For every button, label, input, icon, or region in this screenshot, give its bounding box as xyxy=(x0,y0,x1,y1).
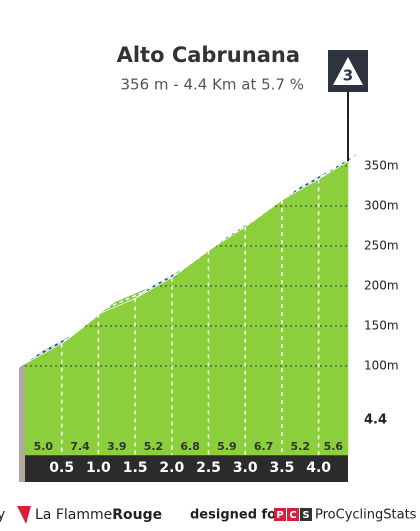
designed-for: designed for xyxy=(190,508,283,523)
gradient-label: 7.4 xyxy=(70,440,90,453)
gradient-label: 5.2 xyxy=(291,440,311,453)
segment-area xyxy=(98,298,136,456)
footer-by: y xyxy=(0,507,5,523)
gradient-label: 5.2 xyxy=(144,440,164,453)
logo-box xyxy=(300,508,312,521)
logo-box xyxy=(287,508,299,521)
logo-box xyxy=(274,508,286,521)
category-triangle xyxy=(333,57,363,85)
x-tick-label: 0.5 xyxy=(49,460,74,476)
x-tick-label: 2.5 xyxy=(196,460,221,476)
ground xyxy=(19,455,348,482)
gradient-label: 5.9 xyxy=(217,440,237,453)
x-tick-label: 3.5 xyxy=(270,460,295,476)
gradient-label: 5.0 xyxy=(34,440,54,453)
segment-area xyxy=(208,226,246,456)
band-stripe xyxy=(326,154,357,174)
chart-title: Alto Cabrunana xyxy=(117,43,300,67)
segment-area xyxy=(171,249,209,456)
segment-area xyxy=(244,199,283,456)
brand-b: Rouge xyxy=(112,507,162,523)
site-name: ProCyclingStats xyxy=(315,508,417,523)
gradient-label: 3.9 xyxy=(107,440,127,453)
y-tick-label: 300m xyxy=(364,199,399,213)
x-end-label: 4.4 xyxy=(364,413,387,428)
gradient-label: 6.7 xyxy=(254,440,274,453)
start-side xyxy=(19,363,25,482)
y-tick-label: 350m xyxy=(364,159,399,173)
y-tick-label: 200m xyxy=(364,279,399,293)
brand: La FlammeRouge xyxy=(35,507,162,523)
segment-area xyxy=(61,313,99,456)
band-stripe xyxy=(69,307,107,339)
brand-a: La Flamme xyxy=(35,507,112,523)
band-stripe xyxy=(216,220,254,246)
x-tick-label: 2.0 xyxy=(159,460,184,476)
logo-letter: S xyxy=(302,510,309,521)
x-tick-label: 4.0 xyxy=(306,460,331,476)
x-tick-label: 3.0 xyxy=(233,460,258,476)
gradient-label: 5.6 xyxy=(324,440,344,453)
y-tick-label: 150m xyxy=(364,319,399,333)
x-tick-label: 1.5 xyxy=(123,460,148,476)
y-tick-label: 100m xyxy=(364,359,399,373)
band-stripe xyxy=(289,172,328,195)
gradient-label: 6.8 xyxy=(180,440,200,453)
band-stripe xyxy=(142,270,181,294)
logo-letter: C xyxy=(289,510,296,521)
x-tick-label: 1.0 xyxy=(86,460,111,476)
segment-area xyxy=(318,160,349,456)
flag-icon xyxy=(17,506,31,524)
plot: 100m 150m 200m 250m 300m 350m 5.0 7.4 3.9 5.2 6.8 5… xyxy=(19,50,399,482)
logo-letter: P xyxy=(276,510,283,521)
y-tick-label: 250m xyxy=(364,239,399,253)
segment-area xyxy=(281,178,319,456)
chart-subtitle: 356 m - 4.4 Km at 5.7 % xyxy=(120,76,304,94)
category-label: 3 xyxy=(343,67,353,85)
